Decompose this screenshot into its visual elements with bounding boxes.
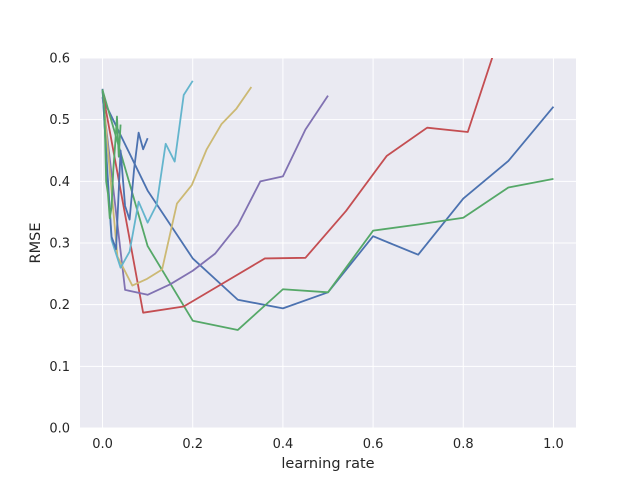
x-tick-label: 0.2 — [182, 437, 203, 452]
x-tick-labels: 0.0 0.2 0.4 0.6 0.8 1.0 — [92, 437, 564, 452]
series-line-5 — [101, 86, 253, 287]
y-tick-label: 0.2 — [49, 298, 70, 313]
series-line-2 — [101, 89, 554, 331]
y-tick-label: 0.3 — [49, 237, 70, 252]
x-tick-label: 0.8 — [453, 437, 474, 452]
y-tick-label: 0.1 — [49, 360, 70, 375]
x-tick-label: 1.0 — [543, 437, 564, 452]
series-line-3 — [101, 58, 494, 314]
y-tick-label: 0.4 — [49, 175, 70, 190]
gridlines — [80, 57, 576, 429]
x-tick-label: 0.0 — [92, 437, 113, 452]
series-line-6 — [101, 80, 194, 269]
y-tick-label: 0.0 — [49, 422, 70, 437]
series-line-4 — [101, 95, 329, 296]
y-tick-labels: 0.0 0.1 0.2 0.3 0.4 0.5 0.6 — [49, 52, 70, 437]
y-axis-label: RMSE — [28, 223, 44, 264]
series-line-8 — [101, 89, 122, 220]
y-tick-label: 0.5 — [49, 113, 70, 128]
series-lines — [101, 58, 555, 331]
x-axis-label: learning rate — [281, 456, 374, 472]
x-tick-label: 0.6 — [363, 437, 384, 452]
y-tick-label: 0.6 — [49, 52, 70, 67]
x-tick-label: 0.4 — [273, 437, 294, 452]
